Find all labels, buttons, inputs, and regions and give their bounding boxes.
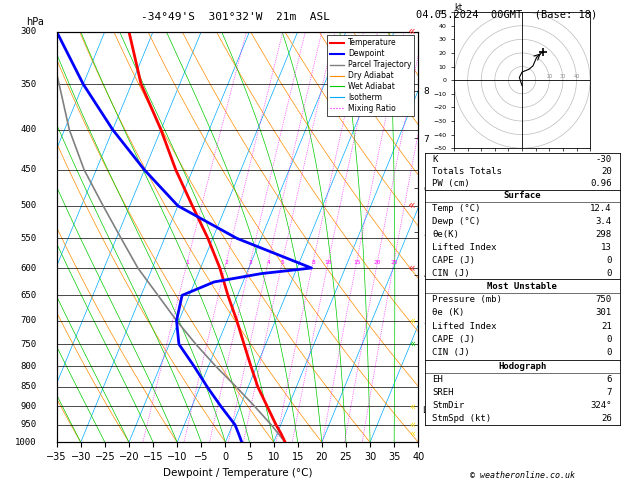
- Text: 600: 600: [21, 263, 36, 273]
- Text: «: «: [409, 315, 415, 326]
- Text: 324°: 324°: [590, 401, 612, 410]
- Text: 400: 400: [21, 125, 36, 134]
- Text: «: «: [408, 199, 416, 212]
- Text: kt: kt: [454, 3, 462, 12]
- Text: 4: 4: [266, 260, 270, 265]
- Text: θe(K): θe(K): [432, 230, 459, 239]
- Text: 750: 750: [21, 340, 36, 348]
- Text: StmSpd (kt): StmSpd (kt): [432, 414, 491, 423]
- Text: 1: 1: [186, 260, 189, 265]
- Text: 04.05.2024  00GMT  (Base: 18): 04.05.2024 00GMT (Base: 18): [416, 10, 597, 20]
- Text: 800: 800: [21, 362, 36, 371]
- Text: K: K: [432, 155, 438, 164]
- Text: Hodograph: Hodograph: [498, 362, 546, 371]
- Text: 298: 298: [596, 230, 612, 239]
- Text: CIN (J): CIN (J): [432, 269, 470, 278]
- Text: «: «: [409, 401, 415, 411]
- Text: 2: 2: [225, 260, 228, 265]
- Text: CAPE (J): CAPE (J): [432, 256, 476, 265]
- Y-axis label: km
ASL: km ASL: [435, 227, 451, 246]
- Text: hPa: hPa: [26, 17, 44, 28]
- Text: 650: 650: [21, 291, 36, 300]
- Text: 0: 0: [606, 335, 612, 344]
- Text: 5: 5: [281, 260, 284, 265]
- Text: 13: 13: [601, 243, 612, 252]
- Text: -34°49'S  301°32'W  21m  ASL: -34°49'S 301°32'W 21m ASL: [142, 12, 330, 22]
- Text: 950: 950: [21, 420, 36, 429]
- Text: 550: 550: [21, 234, 36, 243]
- Text: «: «: [409, 429, 415, 439]
- Text: © weatheronline.co.uk: © weatheronline.co.uk: [470, 471, 574, 480]
- Text: 20: 20: [601, 167, 612, 176]
- Text: 8: 8: [311, 260, 315, 265]
- Text: 20: 20: [546, 74, 552, 79]
- Text: «: «: [409, 420, 415, 430]
- Text: 0.96: 0.96: [590, 179, 612, 188]
- Text: 700: 700: [21, 316, 36, 325]
- Text: 30: 30: [560, 74, 566, 79]
- Text: StmDir: StmDir: [432, 401, 465, 410]
- Text: 0: 0: [606, 348, 612, 358]
- Text: 15: 15: [353, 260, 360, 265]
- Text: 40: 40: [574, 74, 580, 79]
- Text: Pressure (mb): Pressure (mb): [432, 295, 502, 304]
- Text: Surface: Surface: [503, 191, 541, 200]
- Text: Totals Totals: Totals Totals: [432, 167, 502, 176]
- Text: 450: 450: [21, 165, 36, 174]
- Text: 20: 20: [374, 260, 381, 265]
- Text: 500: 500: [21, 201, 36, 210]
- Text: 0: 0: [606, 256, 612, 265]
- Text: Lifted Index: Lifted Index: [432, 322, 497, 331]
- Text: LCL: LCL: [423, 406, 438, 415]
- Text: 10: 10: [325, 260, 332, 265]
- Text: 25: 25: [390, 260, 398, 265]
- Legend: Temperature, Dewpoint, Parcel Trajectory, Dry Adiabat, Wet Adiabat, Isotherm, Mi: Temperature, Dewpoint, Parcel Trajectory…: [327, 35, 415, 116]
- Text: «: «: [408, 261, 416, 275]
- Text: Lifted Index: Lifted Index: [432, 243, 497, 252]
- Text: 21: 21: [601, 322, 612, 331]
- Text: 3.4: 3.4: [596, 217, 612, 226]
- Text: EH: EH: [432, 375, 443, 384]
- Text: 301: 301: [596, 308, 612, 317]
- Text: Most Unstable: Most Unstable: [487, 281, 557, 291]
- Text: 26: 26: [601, 414, 612, 423]
- Text: 350: 350: [21, 80, 36, 88]
- Text: CAPE (J): CAPE (J): [432, 335, 476, 344]
- Text: 850: 850: [21, 382, 36, 391]
- Text: 750: 750: [596, 295, 612, 304]
- Text: CIN (J): CIN (J): [432, 348, 470, 358]
- Text: 12.4: 12.4: [590, 204, 612, 213]
- Text: SREH: SREH: [432, 388, 454, 397]
- Text: 6: 6: [606, 375, 612, 384]
- Text: 1000: 1000: [15, 438, 36, 447]
- Text: 3: 3: [248, 260, 252, 265]
- Text: 300: 300: [21, 27, 36, 36]
- Text: Dewp (°C): Dewp (°C): [432, 217, 481, 226]
- Text: 7: 7: [606, 388, 612, 397]
- X-axis label: Dewpoint / Temperature (°C): Dewpoint / Temperature (°C): [163, 468, 312, 478]
- Text: 900: 900: [21, 402, 36, 411]
- Text: 0: 0: [606, 269, 612, 278]
- Text: Temp (°C): Temp (°C): [432, 204, 481, 213]
- Text: «: «: [408, 25, 416, 38]
- Text: -30: -30: [596, 155, 612, 164]
- Text: PW (cm): PW (cm): [432, 179, 470, 188]
- Text: θe (K): θe (K): [432, 308, 465, 317]
- Text: «: «: [409, 339, 415, 349]
